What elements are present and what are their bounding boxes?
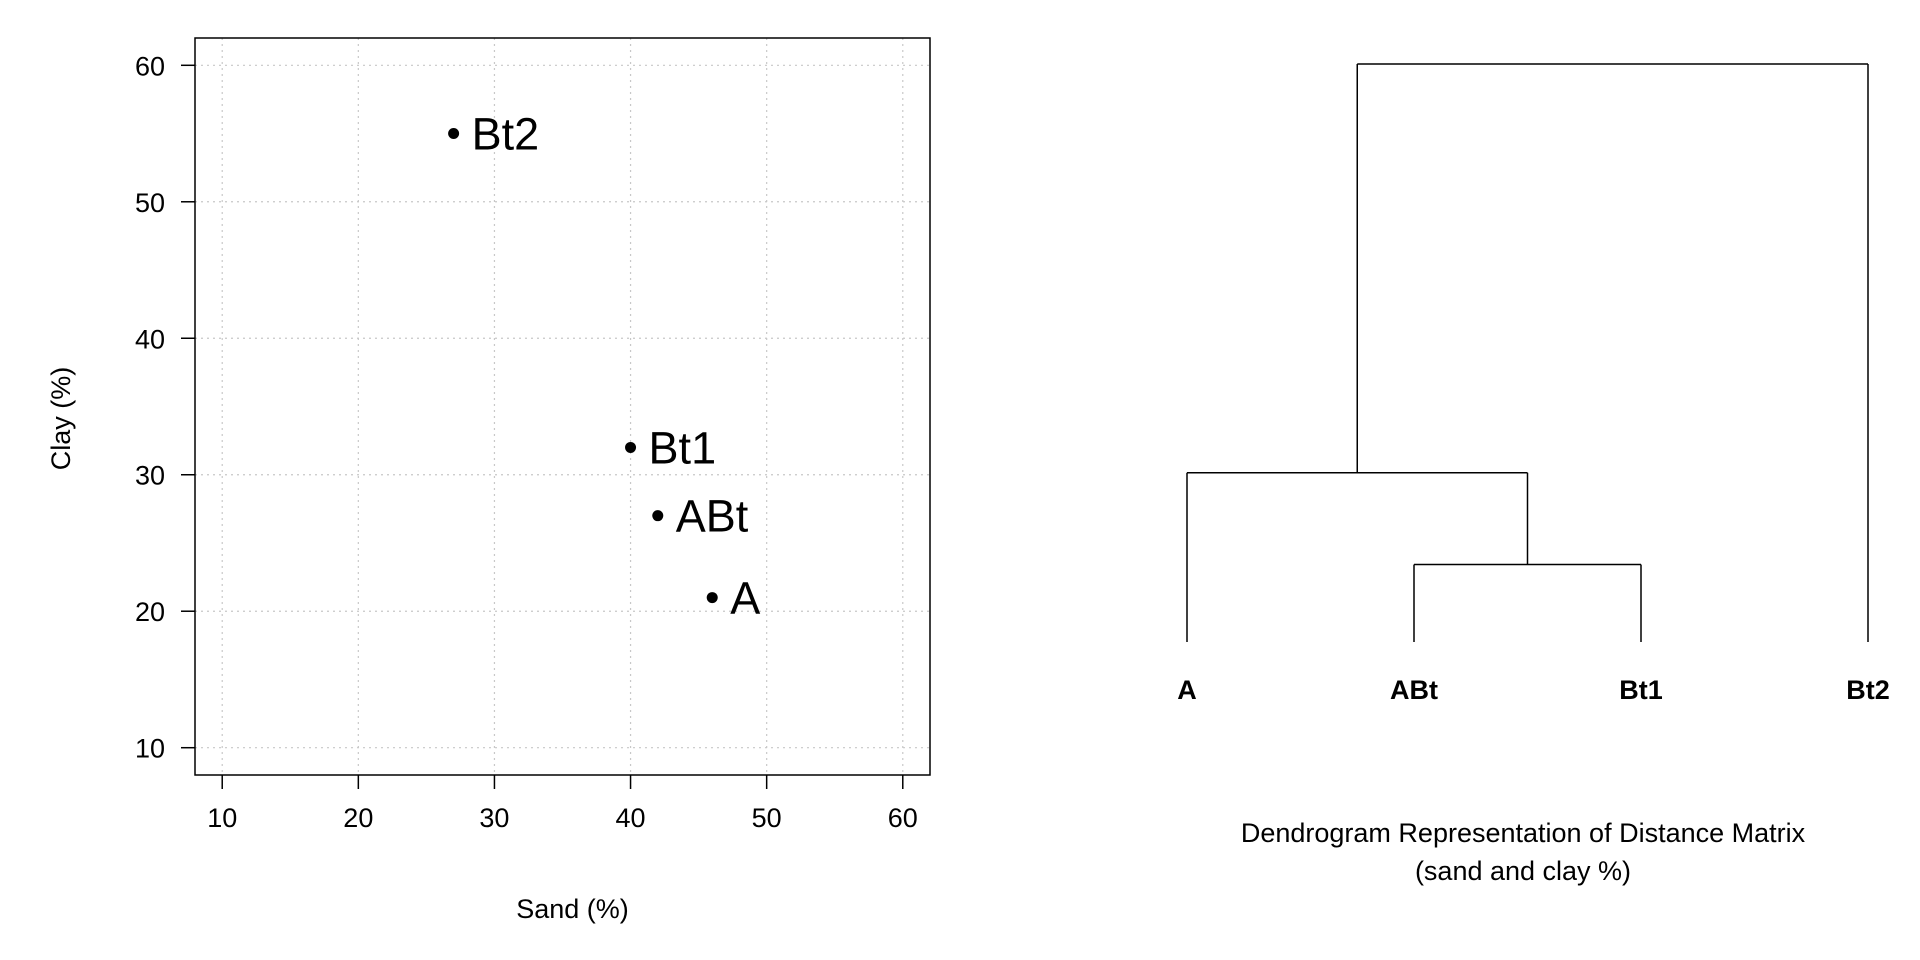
point-label: Bt1 <box>649 422 717 473</box>
dendrogram-leaves: A ABt Bt1 Bt2 <box>1177 675 1890 705</box>
x-tick-label: 10 <box>207 803 237 833</box>
y-axis-title: Clay (%) <box>46 367 76 471</box>
y-tick-label: 10 <box>135 734 165 764</box>
scatter-points: Bt2 Bt1 ABt A <box>448 109 760 624</box>
y-tick-label: 50 <box>135 188 165 218</box>
leaf-label: Bt1 <box>1619 675 1663 705</box>
leaf-label: Bt2 <box>1846 675 1890 705</box>
data-point <box>625 441 637 453</box>
x-tick-label: 20 <box>343 803 373 833</box>
plot-frame <box>194 37 931 776</box>
leaf-label: ABt <box>1390 675 1438 705</box>
x-axis-title: Sand (%) <box>516 894 629 924</box>
y-tick-label: 30 <box>135 461 165 491</box>
dendrogram-links <box>1186 63 1869 642</box>
x-tick-label: 30 <box>479 803 509 833</box>
x-tick-label: 60 <box>888 803 918 833</box>
point-label: Bt2 <box>472 109 540 160</box>
y-tick-label: 20 <box>135 597 165 627</box>
x-axis: 10 20 30 40 50 60 <box>207 775 918 833</box>
x-tick-label: 40 <box>616 803 646 833</box>
point-label: ABt <box>676 491 749 542</box>
x-tick-label: 50 <box>752 803 782 833</box>
scatter-grid <box>195 38 930 775</box>
leaf-label: A <box>1177 675 1197 705</box>
data-point <box>706 592 718 604</box>
y-tick-label: 60 <box>135 51 165 81</box>
scatter-plot: 10 20 30 40 50 60 10 20 30 40 50 60 Bt2 Bt1 ABt A San… <box>46 37 931 924</box>
dendrogram-subtitle: (sand and clay %) <box>1415 856 1631 886</box>
y-axis: 10 20 30 40 50 60 <box>135 51 195 764</box>
dendrogram-title: Dendrogram Representation of Distance Ma… <box>1241 818 1806 848</box>
y-tick-label: 40 <box>135 324 165 354</box>
data-point <box>652 510 664 522</box>
point-label: A <box>730 573 760 624</box>
data-point <box>448 128 460 140</box>
